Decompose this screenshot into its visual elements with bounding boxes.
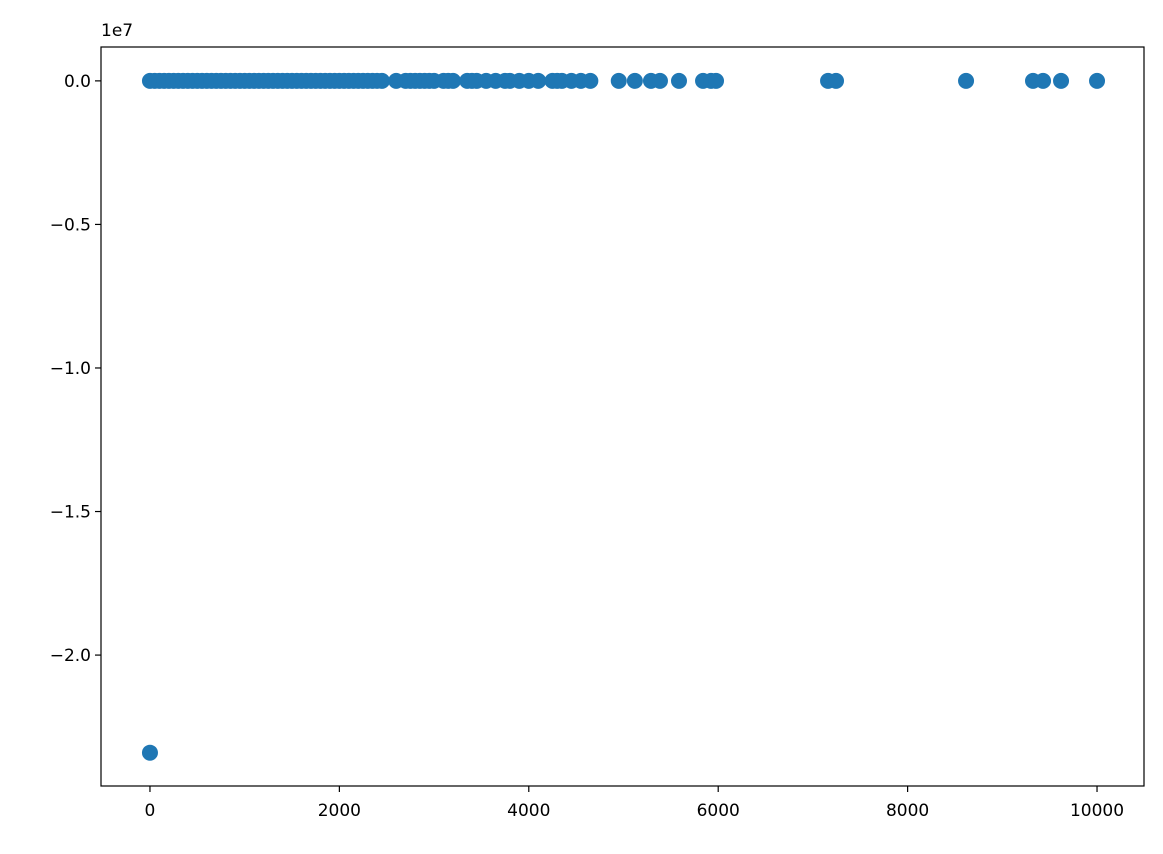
axes-frame [100, 46, 1145, 787]
scatter-point [1053, 72, 1070, 89]
scatter-point [373, 72, 390, 89]
scatter-point [626, 72, 643, 89]
scatter-point [1089, 72, 1106, 89]
y-tick-label: −0.5 [50, 215, 91, 235]
scatter-point [828, 72, 845, 89]
scatter-point [708, 72, 725, 89]
x-tick-label: 0 [145, 801, 156, 821]
scatter-point [530, 72, 547, 89]
scatter-point [582, 72, 599, 89]
y-tick-label: −1.0 [50, 359, 91, 379]
scatter-point [958, 72, 975, 89]
scatter-point [1035, 72, 1052, 89]
y-tick-label: 0.0 [64, 72, 91, 92]
x-tick-label: 6000 [697, 801, 740, 821]
y-tick-label: −1.5 [50, 503, 91, 523]
x-tick-label: 10000 [1070, 801, 1124, 821]
x-tick-label: 2000 [318, 801, 361, 821]
y-offset-label: 1e7 [101, 21, 133, 41]
scatter-point [141, 744, 158, 761]
x-tick-label: 4000 [507, 801, 550, 821]
scatter-point [610, 72, 627, 89]
y-tick-label: −2.0 [50, 646, 91, 666]
scatter-point [445, 72, 462, 89]
scatter-point [651, 72, 668, 89]
scatter-point [670, 72, 687, 89]
x-tick-label: 8000 [886, 801, 929, 821]
